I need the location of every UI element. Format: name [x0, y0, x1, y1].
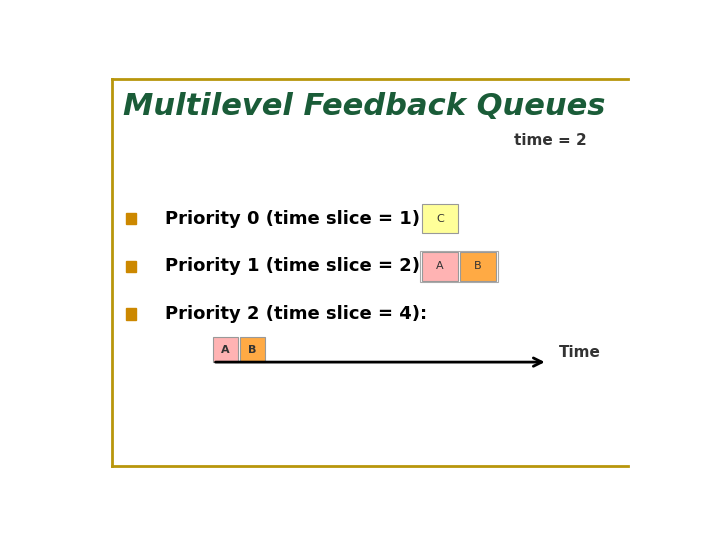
Text: A: A — [436, 261, 444, 272]
Bar — [213, 337, 238, 362]
Text: A: A — [221, 345, 230, 355]
Text: time = 2: time = 2 — [514, 133, 587, 148]
Text: Time: Time — [559, 345, 600, 360]
Bar — [126, 261, 136, 272]
Text: Multilevel Feedback Queues: Multilevel Feedback Queues — [124, 92, 606, 121]
Bar — [460, 252, 496, 281]
Bar — [422, 252, 458, 281]
Text: B: B — [474, 261, 482, 272]
Bar — [422, 204, 458, 233]
Text: Priority 2 (time slice = 4):: Priority 2 (time slice = 4): — [166, 305, 428, 323]
Text: B: B — [248, 345, 256, 355]
Text: C: C — [436, 214, 444, 224]
Text: Priority 0 (time slice = 1):: Priority 0 (time slice = 1): — [166, 210, 428, 228]
Bar — [126, 213, 136, 225]
Bar — [240, 337, 265, 362]
Text: Priority 1 (time slice = 2):: Priority 1 (time slice = 2): — [166, 258, 428, 275]
Bar — [126, 308, 136, 320]
Bar — [420, 251, 498, 282]
